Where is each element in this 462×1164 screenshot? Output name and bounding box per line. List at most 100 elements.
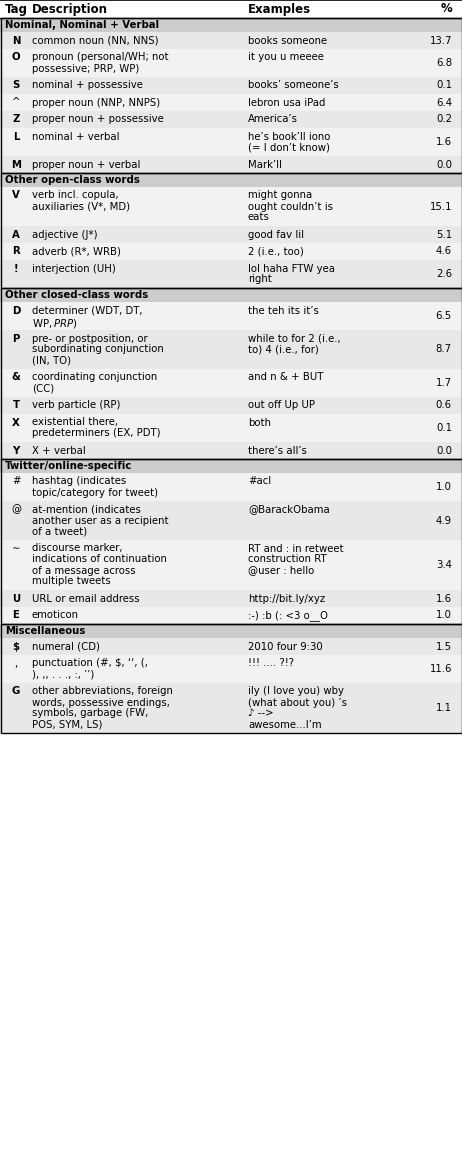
- Bar: [0, 459, 462, 473]
- Bar: [0, 288, 462, 459]
- Text: of a tweet): of a tweet): [32, 526, 87, 537]
- Text: 0.0: 0.0: [436, 446, 452, 455]
- Text: O: O: [12, 52, 20, 63]
- Bar: [0, 473, 462, 501]
- Text: it you u meeee: it you u meeee: [248, 52, 324, 63]
- Text: and n & + BUT: and n & + BUT: [248, 372, 323, 383]
- Text: R: R: [12, 247, 20, 256]
- Text: #acl: #acl: [248, 476, 271, 487]
- Text: 13.7: 13.7: [430, 35, 452, 45]
- Text: U: U: [12, 594, 20, 603]
- Text: out off Up UP: out off Up UP: [248, 400, 315, 411]
- Text: topic/category for tweet): topic/category for tweet): [32, 488, 158, 497]
- Text: V: V: [12, 191, 20, 200]
- Text: A: A: [12, 229, 20, 240]
- Text: N: N: [12, 35, 20, 45]
- Text: 8.7: 8.7: [436, 345, 452, 355]
- Text: 1.6: 1.6: [436, 594, 452, 603]
- Text: X: X: [12, 418, 20, 427]
- Text: Tag: Tag: [5, 2, 28, 15]
- Text: WP$, PRP$): WP$, PRP$): [32, 317, 78, 329]
- Bar: [0, 606, 462, 624]
- Text: proper noun + possessive: proper noun + possessive: [32, 114, 164, 125]
- Bar: [0, 590, 462, 606]
- Text: 1.6: 1.6: [436, 137, 452, 147]
- Text: D: D: [12, 305, 20, 315]
- Text: 15.1: 15.1: [430, 201, 452, 212]
- Text: other abbreviations, foreign: other abbreviations, foreign: [32, 687, 173, 696]
- Bar: [0, 0, 462, 17]
- Text: adverb (R*, WRB): adverb (R*, WRB): [32, 247, 121, 256]
- Text: awesome...I’m: awesome...I’m: [248, 719, 322, 730]
- Text: ^: ^: [12, 98, 20, 107]
- Bar: [0, 459, 462, 624]
- Text: coordinating conjunction: coordinating conjunction: [32, 372, 157, 383]
- Text: (= I don’t know): (= I don’t know): [248, 142, 330, 152]
- Text: ,: ,: [14, 659, 18, 668]
- Text: @user : hello: @user : hello: [248, 566, 314, 575]
- Text: 2.6: 2.6: [436, 269, 452, 279]
- Text: 6.4: 6.4: [436, 98, 452, 107]
- Text: Twitter/online-specific: Twitter/online-specific: [5, 461, 132, 471]
- Text: 6.5: 6.5: [436, 311, 452, 321]
- Text: right: right: [248, 275, 272, 284]
- Bar: [0, 442, 462, 459]
- Text: the teh its it’s: the teh its it’s: [248, 305, 319, 315]
- Bar: [0, 369, 462, 397]
- Text: there’s all’s: there’s all’s: [248, 446, 307, 455]
- Text: interjection (UH): interjection (UH): [32, 263, 116, 274]
- Text: E: E: [12, 610, 19, 620]
- Text: #: #: [12, 476, 20, 487]
- Text: 0.1: 0.1: [436, 423, 452, 433]
- Text: (CC): (CC): [32, 383, 54, 393]
- Text: multiple tweets: multiple tweets: [32, 576, 111, 587]
- Text: X + verbal: X + verbal: [32, 446, 86, 455]
- Text: verb incl. copula,: verb incl. copula,: [32, 191, 119, 200]
- Text: proper noun + verbal: proper noun + verbal: [32, 159, 140, 170]
- Text: ♪ -->: ♪ -->: [248, 709, 274, 718]
- Text: construction RT: construction RT: [248, 554, 327, 565]
- Text: !: !: [14, 263, 18, 274]
- Bar: [0, 226, 462, 243]
- Text: 5.1: 5.1: [436, 229, 452, 240]
- Text: Other closed-class words: Other closed-class words: [5, 290, 148, 300]
- Bar: [0, 173, 462, 187]
- Text: http://bit.ly/xyz: http://bit.ly/xyz: [248, 594, 325, 603]
- Text: subordinating conjunction: subordinating conjunction: [32, 345, 164, 355]
- Text: of a message across: of a message across: [32, 566, 136, 575]
- Text: discourse marker,: discourse marker,: [32, 544, 122, 554]
- Text: ily (I love you) wby: ily (I love you) wby: [248, 687, 344, 696]
- Text: Nominal, Nominal + Verbal: Nominal, Nominal + Verbal: [5, 20, 159, 30]
- Text: 4.9: 4.9: [436, 516, 452, 525]
- Text: proper noun (NNP, NNPS): proper noun (NNP, NNPS): [32, 98, 160, 107]
- Text: %: %: [440, 2, 452, 15]
- Text: might gonna: might gonna: [248, 191, 312, 200]
- Text: Other open-class words: Other open-class words: [5, 175, 140, 185]
- Text: books’ someone’s: books’ someone’s: [248, 80, 339, 91]
- Bar: [0, 683, 462, 733]
- Text: at-mention (indicates: at-mention (indicates: [32, 504, 141, 514]
- Text: (what about you) ’s: (what about you) ’s: [248, 697, 347, 708]
- Text: Examples: Examples: [248, 2, 311, 15]
- Bar: [0, 156, 462, 173]
- Text: 1.7: 1.7: [436, 378, 452, 388]
- Text: ∼: ∼: [12, 544, 20, 554]
- Text: possessive; PRP, WP): possessive; PRP, WP): [32, 64, 140, 73]
- Text: America’s: America’s: [248, 114, 298, 125]
- Text: T: T: [12, 400, 19, 411]
- Text: 1.5: 1.5: [436, 641, 452, 652]
- Text: @: @: [11, 504, 21, 514]
- Text: 0.2: 0.2: [436, 114, 452, 125]
- Text: 0.0: 0.0: [436, 159, 452, 170]
- Bar: [0, 187, 462, 226]
- Text: punctuation (#, $, ‘‘, (,: punctuation (#, $, ‘‘, (,: [32, 659, 148, 668]
- Text: 0.1: 0.1: [436, 80, 452, 91]
- Text: URL or email address: URL or email address: [32, 594, 140, 603]
- Text: auxiliaries (V*, MD): auxiliaries (V*, MD): [32, 201, 130, 212]
- Text: while to for 2 (i.e.,: while to for 2 (i.e.,: [248, 334, 340, 343]
- Text: L: L: [13, 132, 19, 142]
- Text: he’s book’ll iono: he’s book’ll iono: [248, 132, 330, 142]
- Text: (IN, TO): (IN, TO): [32, 355, 71, 365]
- Text: 0.6: 0.6: [436, 400, 452, 411]
- Text: P: P: [12, 334, 20, 343]
